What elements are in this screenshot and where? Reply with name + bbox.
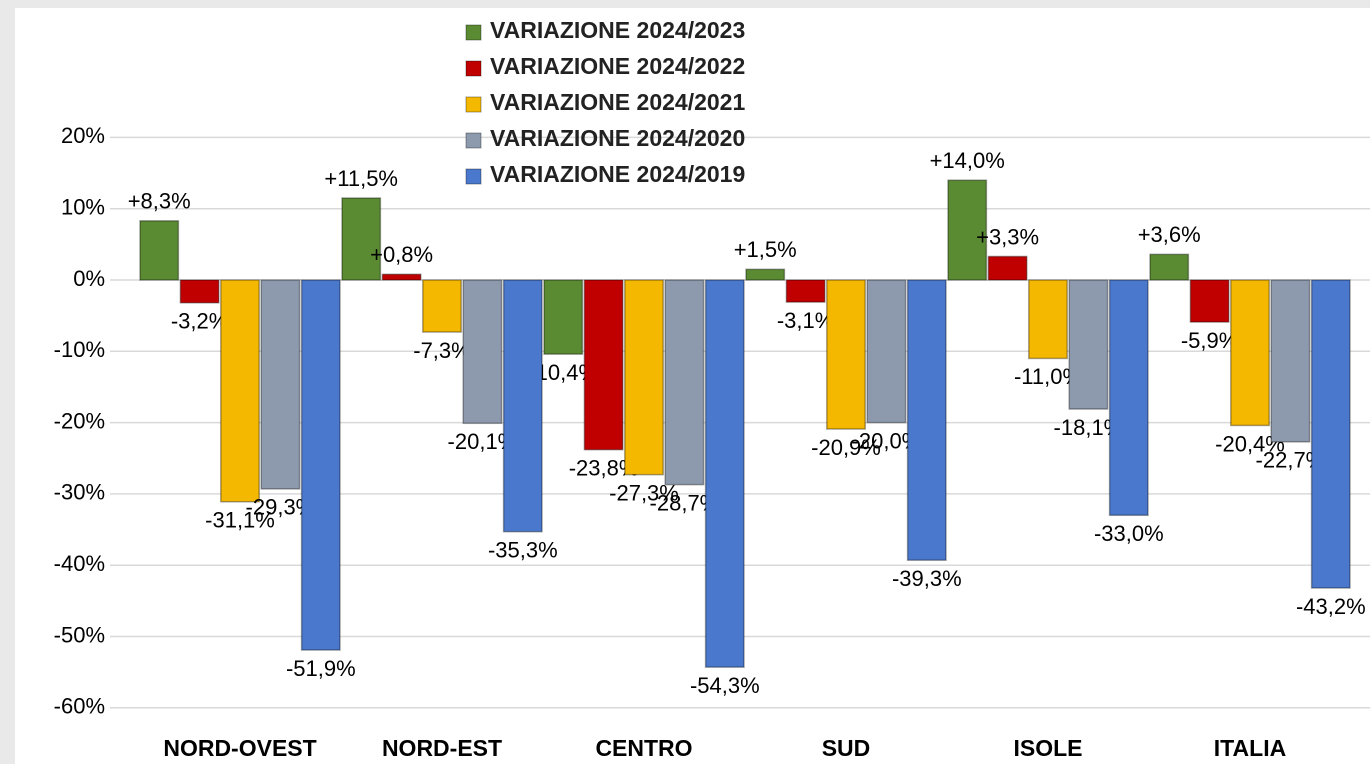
legend-label: VARIAZIONE 2024/2020 <box>490 125 745 151</box>
bar <box>745 268 786 281</box>
bar <box>987 255 1028 281</box>
bar <box>1270 279 1311 443</box>
bar <box>1230 279 1270 427</box>
legend-label: VARIAZIONE 2024/2022 <box>490 53 745 79</box>
bar <box>1068 279 1109 410</box>
bar <box>947 179 988 281</box>
bar <box>341 197 382 281</box>
bar <box>866 279 907 424</box>
data-label: -51,9% <box>286 656 356 681</box>
bar <box>1028 279 1068 360</box>
legend-label: VARIAZIONE 2024/2023 <box>490 17 745 43</box>
x-tick-label: ITALIA <box>1214 735 1286 761</box>
x-tick-label: SUD <box>822 735 871 761</box>
x-tick-label: CENTRO <box>595 735 692 761</box>
data-label: -54,3% <box>690 673 760 698</box>
bar <box>139 220 180 281</box>
bar <box>624 279 664 476</box>
data-label: +11,5% <box>324 166 398 191</box>
bar <box>583 279 624 451</box>
bar <box>179 279 220 304</box>
bar <box>1310 279 1351 589</box>
y-tick-label: 10% <box>61 195 105 220</box>
x-tick-label: NORD-OVEST <box>163 735 316 761</box>
bar <box>260 279 301 490</box>
legend-marker <box>465 96 482 113</box>
data-label: -31,1% <box>205 508 275 533</box>
data-label: -5,9% <box>1181 328 1238 353</box>
bar <box>906 279 947 561</box>
legend-label: VARIAZIONE 2024/2021 <box>490 89 745 115</box>
bar <box>543 279 584 355</box>
legend-marker <box>465 168 482 185</box>
data-label: +0,8% <box>370 242 433 267</box>
bar <box>785 279 826 303</box>
y-tick-label: 0% <box>73 266 105 291</box>
data-label: +1,5% <box>734 237 797 262</box>
legend-label: VARIAZIONE 2024/2019 <box>490 161 745 187</box>
data-label: +8,3% <box>128 189 191 214</box>
data-label: +14,0% <box>930 148 1005 173</box>
legend-marker <box>465 24 482 41</box>
data-label: +3,6% <box>1138 222 1201 247</box>
bar <box>664 279 705 486</box>
bar <box>422 279 462 333</box>
bar <box>220 279 260 503</box>
data-label: -43,2% <box>1296 594 1366 619</box>
bar <box>381 273 422 281</box>
x-tick-label: ISOLE <box>1013 735 1082 761</box>
legend-marker <box>465 132 482 149</box>
data-label: -3,1% <box>777 308 834 333</box>
x-tick-label: NORD-EST <box>382 735 502 761</box>
bar <box>1108 279 1149 517</box>
bar <box>826 279 866 430</box>
data-label: +3,3% <box>976 224 1039 249</box>
y-tick-label: -10% <box>54 337 105 362</box>
y-tick-label: -60% <box>54 694 105 719</box>
bar <box>462 279 503 425</box>
data-label: -20,9% <box>811 435 881 460</box>
bar <box>1149 253 1190 281</box>
data-label: -3,2% <box>171 309 228 334</box>
data-label: -7,3% <box>413 338 470 363</box>
legend-marker <box>465 60 482 77</box>
data-label: -33,0% <box>1094 521 1164 546</box>
y-tick-label: -20% <box>54 408 105 433</box>
bar <box>704 279 745 668</box>
y-tick-label: -40% <box>54 551 105 576</box>
data-label: -39,3% <box>892 566 962 591</box>
y-tick-label: -50% <box>54 622 105 647</box>
bar <box>1189 279 1230 323</box>
y-tick-label: 20% <box>61 123 105 148</box>
bar <box>502 279 543 533</box>
y-tick-label: -30% <box>54 480 105 505</box>
data-label: -35,3% <box>488 538 558 563</box>
bar <box>300 279 341 651</box>
